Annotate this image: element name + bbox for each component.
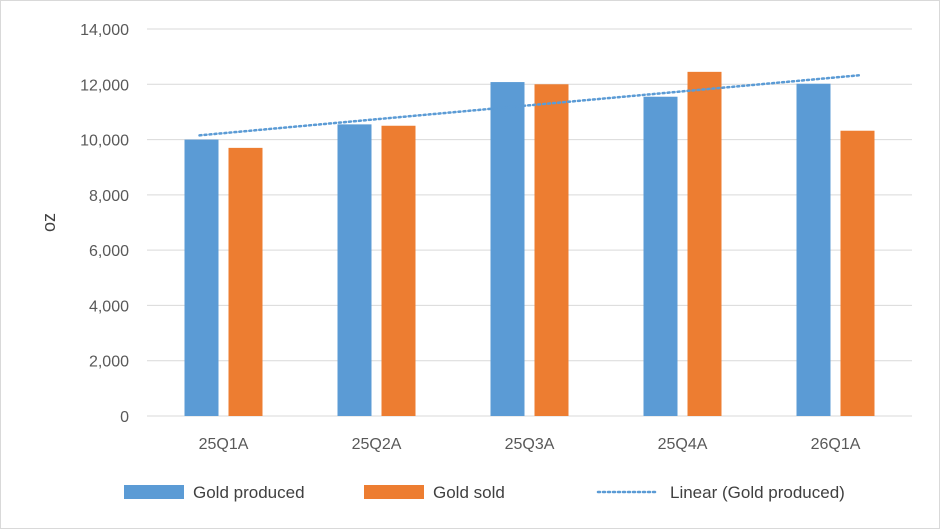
y-tick-label: 4,000 [89,298,129,315]
trendline [198,73,861,137]
y-axis-title: oz [39,213,59,232]
x-tick-label: 25Q3A [505,436,555,453]
legend-label: Linear (Gold produced) [670,483,845,502]
bar-gold-produced [796,83,831,417]
trendline-linear [198,73,861,137]
y-tick-label: 12,000 [80,77,129,94]
legend-swatch-gold-sold [364,485,424,499]
y-tick-label: 2,000 [89,354,129,371]
bars [184,71,875,417]
x-tick-label: 25Q4A [658,436,708,453]
y-tick-label: 14,000 [80,22,129,39]
legend-label: Gold sold [433,483,505,502]
bar-gold-sold [381,125,416,416]
gridlines [147,28,912,417]
legend: Gold produced Gold sold Linear (Gold produ… [124,483,845,502]
x-tick-label: 26Q1A [811,436,861,453]
bar-gold-sold [534,84,569,417]
y-axis-ticks: 0 2,000 4,000 6,000 8,000 10,000 12,000 14,000 [80,22,129,426]
y-tick-label: 6,000 [89,243,129,260]
bar-gold-produced [184,139,219,417]
x-tick-label: 25Q1A [199,436,249,453]
y-tick-label: 0 [120,409,129,426]
bar-gold-sold [228,147,263,416]
x-tick-label: 25Q2A [352,436,402,453]
legend-label: Gold produced [193,483,305,502]
bar-gold-sold [840,130,875,416]
bar-gold-sold [687,71,722,416]
legend-swatch-gold-produced [124,485,184,499]
bar-gold-produced [643,96,678,416]
y-tick-label: 10,000 [80,133,129,150]
bar-gold-produced [490,82,525,417]
bar-gold-produced [337,124,372,416]
x-axis-ticks: 25Q1A 25Q2A 25Q3A 25Q4A 26Q1A [199,436,861,453]
y-tick-label: 8,000 [89,188,129,205]
